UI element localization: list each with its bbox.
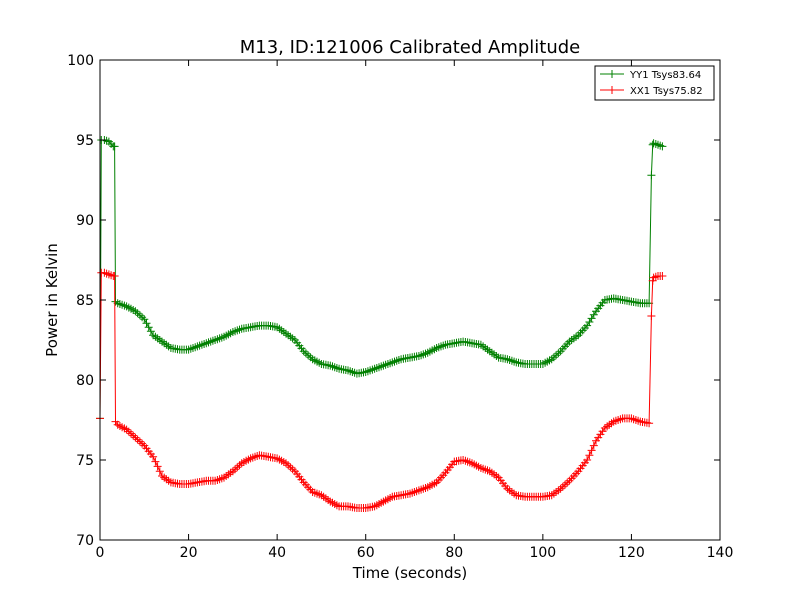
- data-point-marker: [647, 312, 656, 320]
- x-tick-label: 40: [268, 545, 286, 561]
- y-tick-label: 95: [76, 133, 94, 149]
- x-tick-label: 140: [707, 545, 734, 561]
- data-point-marker: [658, 142, 667, 151]
- chart-title: M13, ID:121006 Calibrated Amplitude: [240, 37, 581, 58]
- data-point-marker: [151, 457, 160, 466]
- y-tick-label: 90: [76, 213, 94, 229]
- legend-items: YY1 Tsys83.64 XX1 Tsys75.82: [600, 70, 703, 97]
- legend-label: XX1 Tsys75.82: [630, 86, 703, 97]
- data-point-marker: [110, 142, 119, 151]
- legend-box: [594, 65, 715, 101]
- x-tick-label: 80: [445, 545, 463, 561]
- data-point-marker: [589, 441, 598, 450]
- plot-area: [96, 60, 720, 540]
- x-tick-label: 20: [180, 545, 198, 561]
- legend-marker: [608, 86, 616, 94]
- data-point-marker: [585, 451, 594, 460]
- data-point-marker: [647, 171, 656, 180]
- y-axis-label: Power in Kelvin: [43, 243, 61, 357]
- y-tick-label: 80: [76, 373, 94, 389]
- y-tick-label: 85: [76, 293, 94, 309]
- x-tick-label: 100: [529, 545, 556, 561]
- x-tick-label: 120: [618, 545, 645, 561]
- x-tick-label: 60: [357, 545, 375, 561]
- data-point-marker: [153, 462, 162, 471]
- data-point-marker: [658, 272, 667, 280]
- legend-marker: [608, 70, 616, 78]
- data-point-marker: [587, 446, 596, 455]
- data-point-marker: [645, 419, 654, 428]
- data-point-marker: [155, 467, 164, 476]
- series-layer: [96, 136, 667, 512]
- x-axis-label: Time (seconds): [352, 564, 468, 582]
- y-tick-label: 70: [76, 533, 94, 549]
- ticks-layer: 0 20 40 60 80 100 120 140 70 75 80 85 90 95 100: [67, 53, 733, 561]
- data-point-marker: [110, 272, 119, 280]
- y-tick-label: 75: [76, 453, 94, 469]
- x-tick-label: 0: [96, 545, 105, 561]
- data-point-marker: [583, 456, 592, 464]
- series-0: [96, 136, 667, 423]
- series-1: [96, 268, 667, 512]
- data-point-marker: [149, 452, 158, 461]
- legend-label: YY1 Tsys83.64: [629, 70, 701, 81]
- legend: YY1 Tsys83.64 XX1 Tsys75.82: [594, 65, 715, 101]
- y-tick-label: 100: [67, 53, 94, 69]
